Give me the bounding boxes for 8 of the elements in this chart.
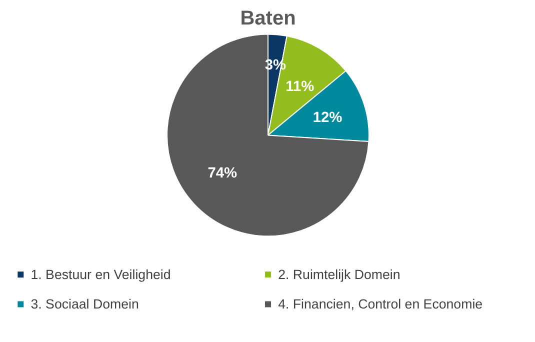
legend-label: 3. Sociaal Domein — [30, 296, 139, 312]
legend-label: 1. Bestuur en Veiligheid — [30, 267, 171, 282]
data-label: 11% — [286, 79, 314, 96]
data-label: 12% — [312, 110, 342, 126]
data-label: 74% — [208, 165, 238, 182]
legend-label: 2. Ruimtelijk Domein — [278, 267, 400, 282]
chart-title: Baten — [240, 8, 296, 30]
legend-label: 4. Financien, Control en Economie — [278, 296, 483, 312]
